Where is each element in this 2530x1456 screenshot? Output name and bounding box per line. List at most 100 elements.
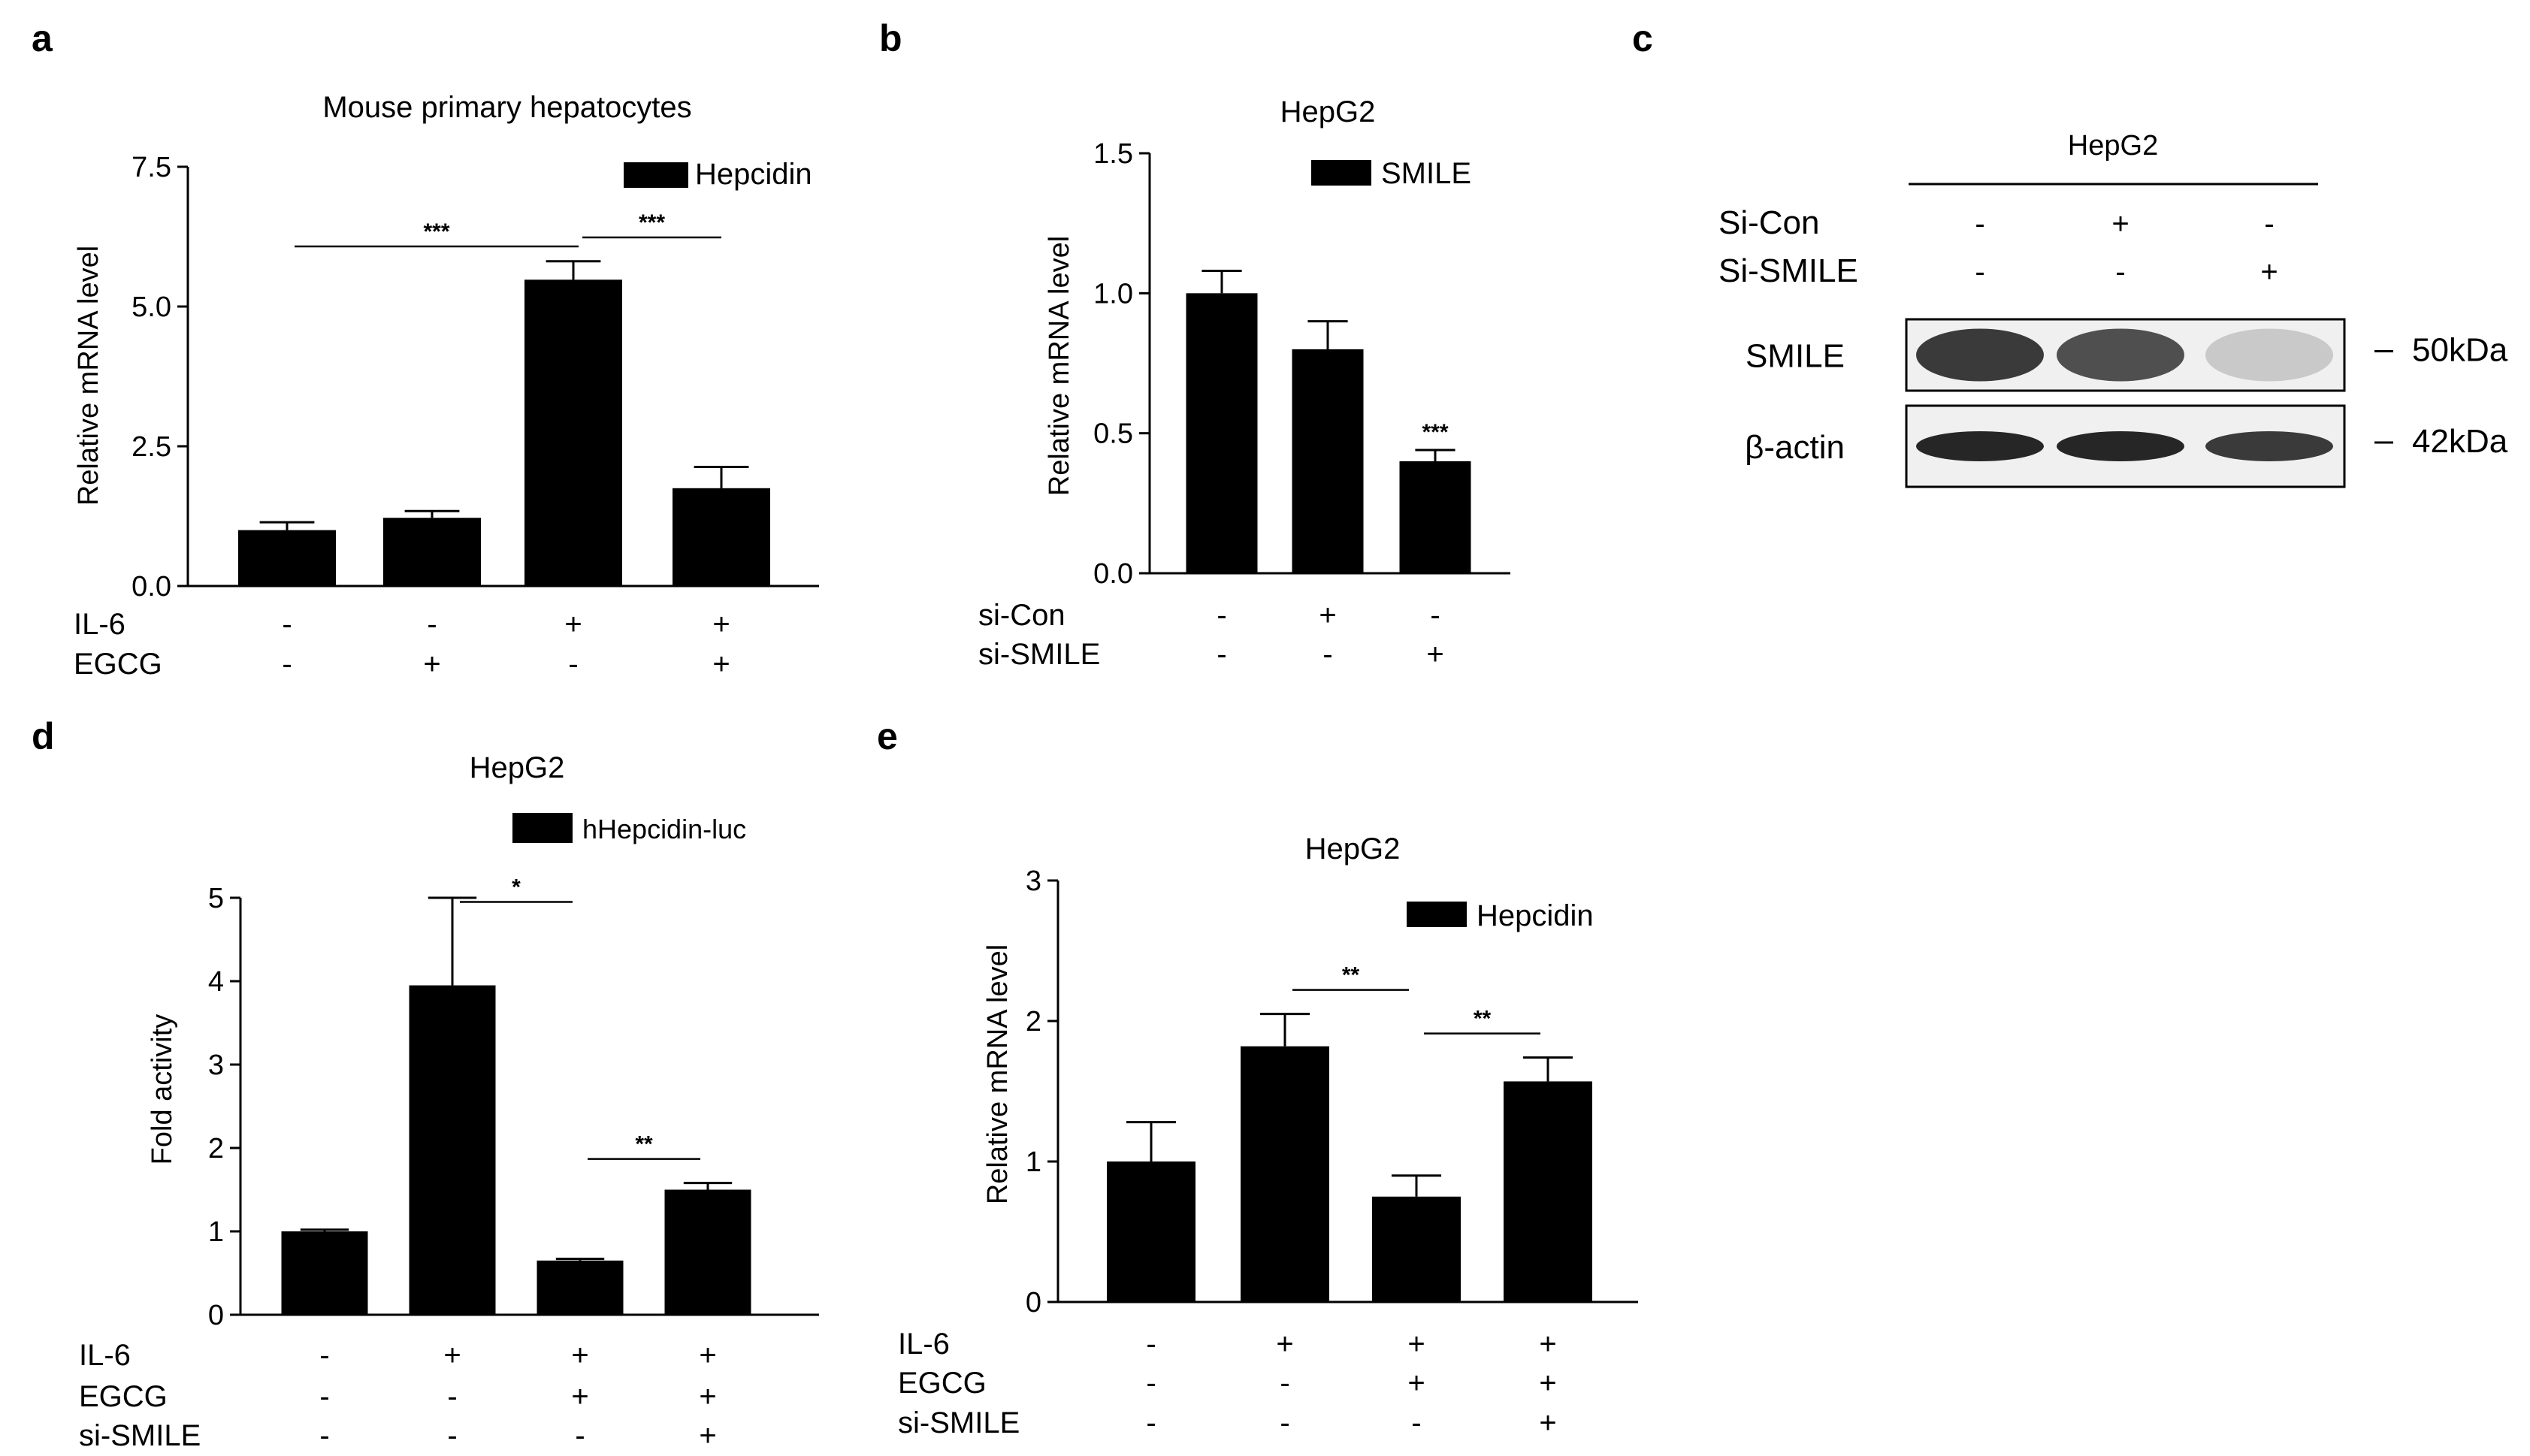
chart-title: HepG2 bbox=[1280, 95, 1376, 128]
y-tick-label: 3 bbox=[208, 1050, 224, 1081]
chart-title: HepG2 bbox=[470, 751, 565, 784]
condition-sign: - bbox=[568, 648, 578, 681]
bar bbox=[673, 488, 770, 586]
significance-label: ** bbox=[1342, 963, 1360, 988]
chart-title: HepG2 bbox=[1305, 832, 1401, 865]
significance-label: * bbox=[512, 875, 521, 900]
condition-sign: - bbox=[282, 648, 292, 681]
condition-sign: - bbox=[575, 1419, 585, 1452]
blot-condition-sign: - bbox=[1975, 207, 1984, 240]
bar bbox=[1292, 349, 1364, 573]
legend-swatch bbox=[512, 813, 573, 843]
blot-band bbox=[2205, 328, 2333, 382]
condition-label: EGCG bbox=[74, 648, 162, 681]
panel-letter: b bbox=[879, 17, 902, 59]
condition-sign: - bbox=[427, 608, 437, 641]
condition-sign: - bbox=[1280, 1406, 1289, 1439]
bar bbox=[1504, 1081, 1592, 1302]
bar bbox=[409, 985, 496, 1315]
bar bbox=[281, 1231, 368, 1315]
marker-size-label: 50kDa bbox=[2412, 332, 2508, 369]
condition-label: si-SMILE bbox=[898, 1406, 1020, 1439]
bar bbox=[238, 530, 336, 586]
condition-label: IL-6 bbox=[79, 1339, 131, 1372]
blot-condition-sign: + bbox=[2260, 255, 2278, 288]
condition-sign: - bbox=[1146, 1367, 1156, 1400]
y-tick-label: 0.0 bbox=[131, 571, 171, 603]
blot-condition-label: Si-SMILE bbox=[1718, 252, 1858, 289]
condition-sign: + bbox=[564, 608, 582, 641]
y-tick-label: 2 bbox=[208, 1133, 224, 1164]
y-tick-label: 2.5 bbox=[131, 431, 171, 463]
significance-label: ** bbox=[635, 1132, 653, 1157]
y-tick-label: 5 bbox=[208, 883, 224, 914]
condition-sign: - bbox=[319, 1339, 329, 1372]
condition-sign: - bbox=[1146, 1328, 1156, 1361]
bar bbox=[383, 518, 481, 586]
condition-sign: + bbox=[1539, 1406, 1556, 1439]
condition-sign: + bbox=[1276, 1328, 1293, 1361]
blot-band bbox=[1916, 431, 2044, 461]
y-tick-label: 0 bbox=[1026, 1287, 1041, 1319]
condition-sign: + bbox=[699, 1380, 716, 1413]
significance-label: *** bbox=[1422, 420, 1448, 445]
y-tick-label: 7.5 bbox=[131, 152, 171, 183]
condition-sign: - bbox=[282, 608, 292, 641]
y-tick-label: 1 bbox=[208, 1216, 224, 1248]
condition-label: EGCG bbox=[898, 1367, 987, 1400]
condition-sign: - bbox=[1322, 638, 1332, 671]
condition-sign: + bbox=[1407, 1328, 1425, 1361]
condition-sign: - bbox=[319, 1419, 329, 1452]
y-tick-label: 4 bbox=[208, 966, 224, 998]
y-tick-label: 0.0 bbox=[1093, 558, 1133, 590]
bar bbox=[1241, 1046, 1329, 1302]
significance-label: ** bbox=[1474, 1007, 1492, 1032]
condition-sign: + bbox=[1539, 1367, 1556, 1400]
blot-condition-label: Si-Con bbox=[1718, 204, 1820, 241]
y-axis-label: Relative mRNA level bbox=[1044, 236, 1075, 496]
bar bbox=[664, 1189, 751, 1315]
panel-letter: a bbox=[32, 17, 53, 59]
bar bbox=[1107, 1161, 1195, 1302]
condition-sign: + bbox=[699, 1419, 716, 1452]
blot-row-label: β-actin bbox=[1745, 429, 1845, 466]
panel-letter: c bbox=[1632, 17, 1653, 59]
panel-c: c HepG2 Si-Con - + - Si-SMILE - - + SMILE 50kDa β-ac… bbox=[1632, 17, 2508, 488]
significance-label: *** bbox=[423, 219, 449, 244]
bar bbox=[1186, 293, 1258, 573]
condition-sign: - bbox=[319, 1380, 329, 1413]
y-tick-label: 1.5 bbox=[1093, 138, 1133, 170]
marker-size-label: 42kDa bbox=[2412, 423, 2508, 460]
condition-sign: + bbox=[443, 1339, 461, 1372]
legend-label: hHepcidin-luc bbox=[582, 814, 746, 844]
condition-sign: + bbox=[699, 1339, 716, 1372]
condition-sign: + bbox=[712, 648, 730, 681]
blot-condition-sign: - bbox=[1975, 255, 1984, 288]
significance-label: *** bbox=[639, 210, 665, 235]
condition-sign: + bbox=[423, 648, 440, 681]
condition-sign: - bbox=[447, 1380, 457, 1413]
bar bbox=[537, 1260, 624, 1315]
condition-label: EGCG bbox=[79, 1380, 168, 1413]
condition-sign: - bbox=[1430, 599, 1440, 632]
condition-sign: + bbox=[1539, 1328, 1556, 1361]
y-tick-label: 1.0 bbox=[1093, 278, 1133, 310]
condition-sign: - bbox=[447, 1419, 457, 1452]
y-axis-label: Relative mRNA level bbox=[982, 944, 1014, 1204]
legend-label: SMILE bbox=[1381, 157, 1471, 190]
panel-letter: d bbox=[32, 715, 55, 757]
condition-label: si-Con bbox=[978, 599, 1066, 632]
legend-label: Hepcidin bbox=[1477, 899, 1594, 932]
condition-sign: - bbox=[1217, 638, 1226, 671]
y-tick-label: 2 bbox=[1026, 1006, 1041, 1038]
legend-swatch bbox=[624, 162, 688, 188]
legend-label: Hepcidin bbox=[695, 158, 812, 191]
panel-b: b HepG2 0.0 0.5 1.0 1.5 Relative mRNA level SMI… bbox=[879, 17, 1510, 671]
blot-condition-sign: + bbox=[2111, 207, 2129, 240]
panel-letter: e bbox=[877, 715, 898, 757]
condition-label: IL-6 bbox=[74, 608, 125, 641]
condition-sign: - bbox=[1280, 1367, 1289, 1400]
y-tick-label: 3 bbox=[1026, 865, 1041, 897]
blot-band bbox=[2057, 431, 2184, 461]
